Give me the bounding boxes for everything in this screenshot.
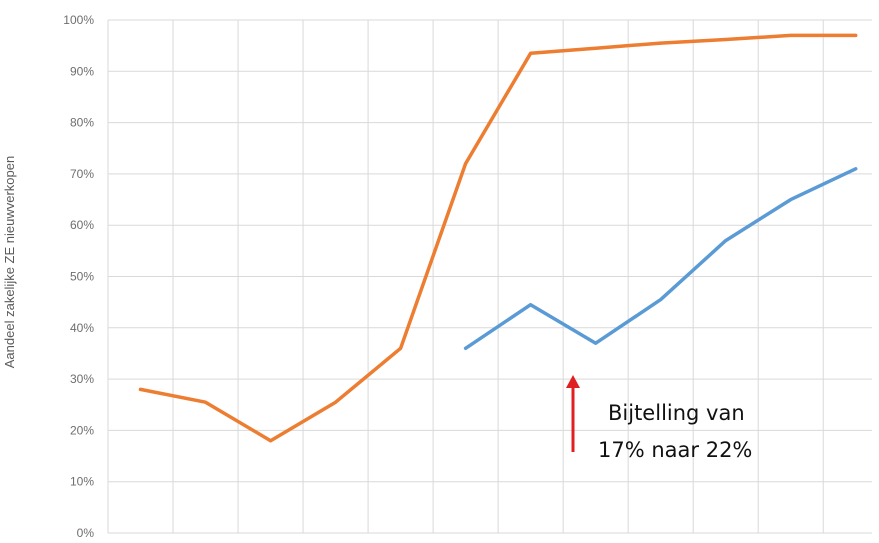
y-tick-label: 100%	[63, 13, 94, 27]
data-point	[594, 47, 597, 50]
series-layer	[138, 33, 858, 443]
series-line-0	[463, 167, 858, 351]
data-point	[139, 388, 142, 391]
grid-lines	[107, 19, 872, 534]
data-point	[204, 400, 207, 404]
y-tick-label: 40%	[70, 321, 94, 335]
data-point	[269, 439, 272, 442]
y-tick-label: 60%	[70, 218, 94, 232]
y-tick-label: 0%	[77, 526, 95, 540]
data-point	[334, 400, 337, 404]
data-point	[399, 347, 402, 350]
data-point	[529, 303, 532, 306]
arrow-head-icon	[566, 375, 580, 388]
y-tick-label: 80%	[70, 116, 94, 130]
y-tick-label: 90%	[70, 64, 94, 78]
data-point	[854, 34, 857, 37]
series-line-1	[138, 33, 858, 443]
data-point	[659, 298, 662, 301]
annotation: Bijtelling van 17% naar 22%	[566, 375, 752, 462]
data-point	[659, 41, 662, 45]
annotation-line-1: Bijtelling van	[608, 401, 745, 425]
y-tick-label: 70%	[70, 167, 94, 181]
y-tick-label: 30%	[70, 372, 94, 386]
data-point	[464, 162, 467, 165]
y-tick-label: 20%	[70, 423, 94, 437]
y-tick-label: 10%	[70, 475, 94, 489]
data-point	[854, 167, 857, 170]
data-point	[464, 347, 467, 350]
data-point	[724, 38, 727, 41]
data-point	[789, 34, 792, 37]
y-axis-ticks: 0% 10% 20% 30% 40% 50% 60% 70% 80% 90% 100%	[63, 13, 94, 540]
data-point	[594, 341, 597, 345]
y-tick-label: 50%	[70, 270, 94, 284]
y-axis-label: Aandeel zakelijke ZE nieuwverkopen	[2, 156, 17, 368]
data-point	[529, 52, 532, 55]
data-point	[789, 198, 792, 201]
annotation-line-2: 17% naar 22%	[598, 438, 752, 462]
data-point	[724, 239, 727, 242]
